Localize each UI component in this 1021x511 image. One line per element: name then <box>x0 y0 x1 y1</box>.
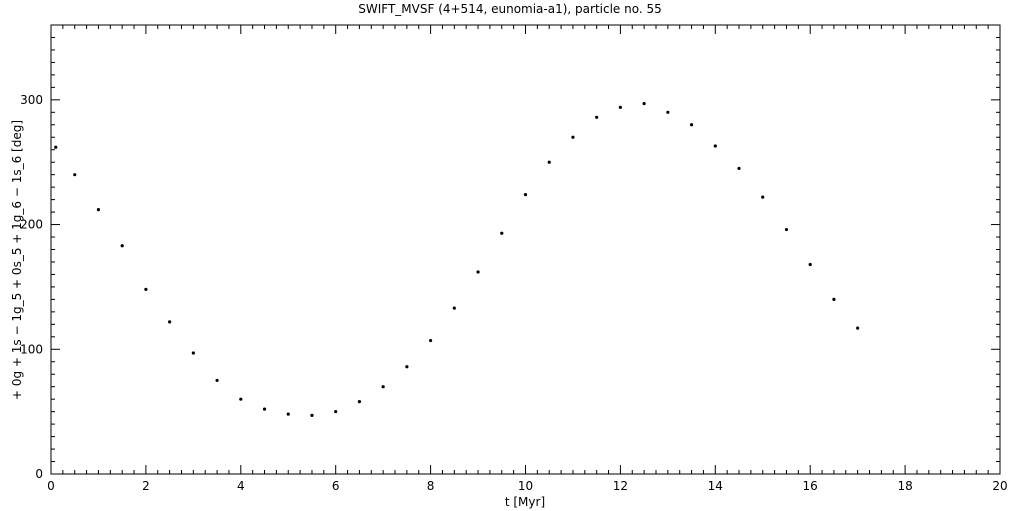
data-point <box>96 207 101 212</box>
y-tick-label: 100 <box>20 342 43 356</box>
data-point <box>191 351 195 355</box>
x-tick-label: 14 <box>708 479 723 493</box>
x-tick-label: 12 <box>613 479 628 493</box>
x-tick-label: 0 <box>47 479 55 493</box>
data-point <box>381 385 385 389</box>
x-tick-label: 20 <box>992 479 1007 493</box>
x-tick-label: 2 <box>142 479 150 493</box>
data-point <box>262 407 267 411</box>
x-tick-label: 6 <box>332 479 340 493</box>
data-point <box>761 195 765 199</box>
data-point <box>73 173 77 177</box>
data-point <box>215 378 219 383</box>
y-tick-label: 300 <box>20 93 43 107</box>
data-point <box>571 135 575 139</box>
y-tick-label: 0 <box>35 467 43 481</box>
y-tick-label: 200 <box>20 218 43 232</box>
data-point <box>239 397 243 401</box>
data-point <box>737 166 741 171</box>
y-axis-label: + 0g + 1s − 1g_5 + 0s_5 + 1g_6 − 1s_6 [d… <box>10 120 24 400</box>
data-point <box>429 338 433 343</box>
chart-title: SWIFT_MVSF (4+514, eunomia-a1), particle… <box>358 2 662 16</box>
data-point <box>666 110 670 114</box>
data-point <box>120 244 124 248</box>
data-point <box>784 227 789 232</box>
data-point <box>808 262 812 267</box>
data-point <box>334 410 338 414</box>
data-point <box>476 270 480 274</box>
x-tick-label: 16 <box>803 479 818 493</box>
x-tick-label: 4 <box>237 479 245 493</box>
data-points <box>54 101 860 417</box>
data-point <box>452 306 456 310</box>
data-point <box>500 231 504 235</box>
x-axis-label: t [Myr] <box>505 495 545 509</box>
data-point <box>832 297 836 301</box>
data-point <box>547 160 551 164</box>
data-point <box>144 287 148 292</box>
data-point <box>54 145 58 149</box>
data-point <box>642 101 646 106</box>
data-point <box>618 105 623 109</box>
data-point <box>523 193 528 197</box>
data-point <box>357 400 362 404</box>
x-tick-label: 8 <box>427 479 435 493</box>
data-point <box>168 320 172 324</box>
plot-frame <box>50 24 1001 475</box>
x-tick-label: 10 <box>518 479 533 493</box>
data-point <box>713 144 717 148</box>
data-point <box>310 413 314 417</box>
data-point <box>595 115 599 119</box>
data-point <box>405 365 409 369</box>
data-point <box>286 412 290 416</box>
data-point <box>856 326 860 330</box>
x-tick-label: 18 <box>897 479 912 493</box>
data-point <box>689 123 694 127</box>
